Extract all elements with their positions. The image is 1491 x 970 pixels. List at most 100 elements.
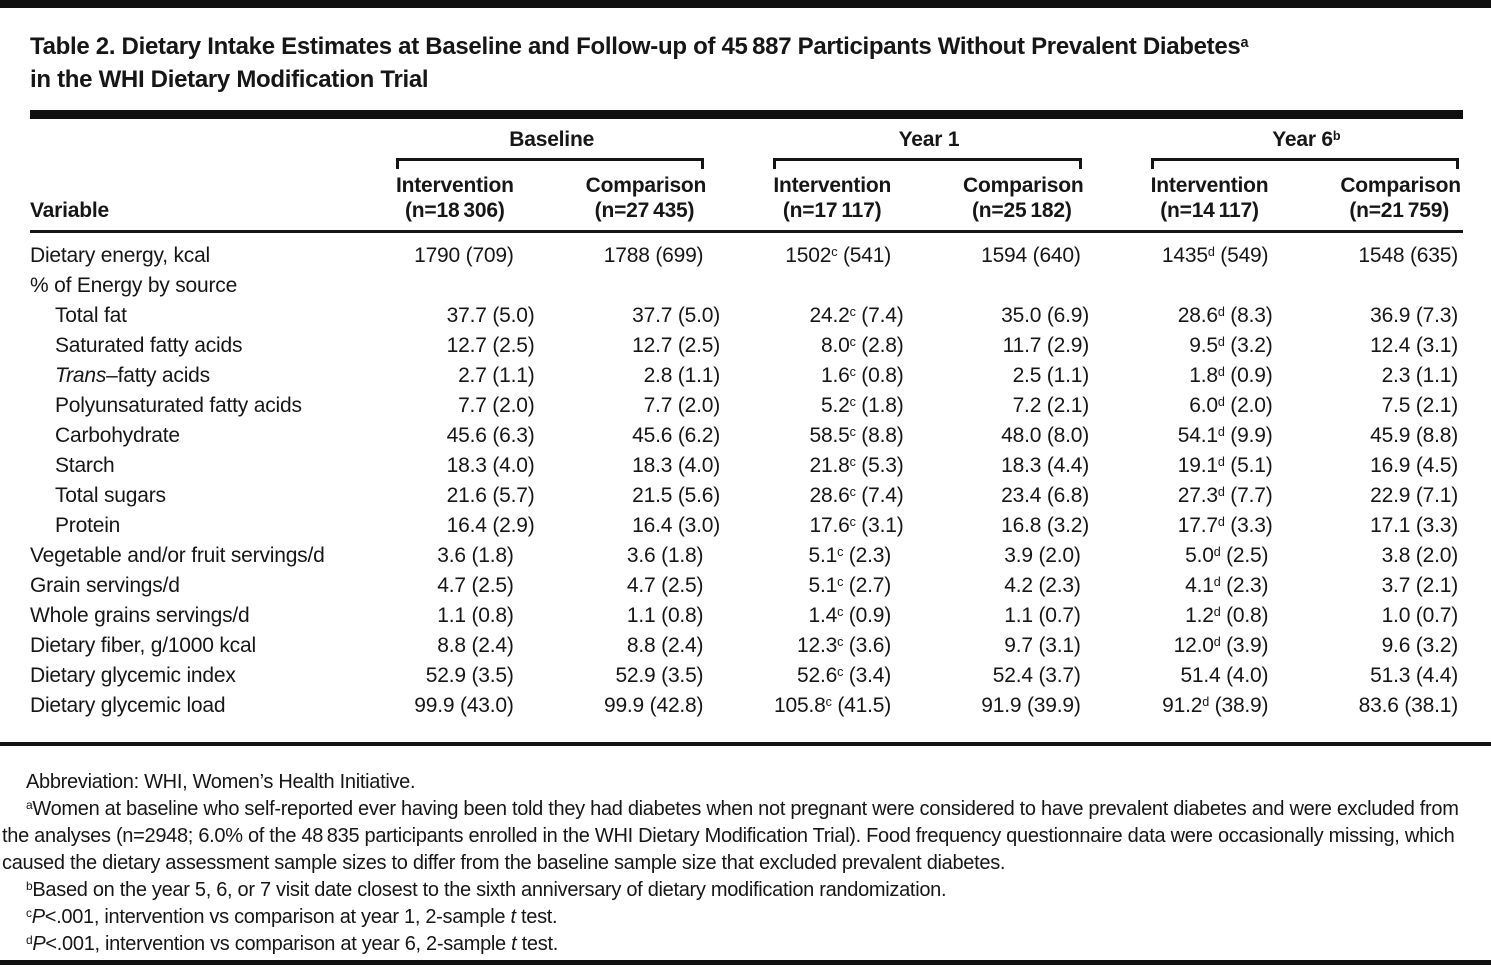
row-group: 27.3d (7.7) 22.9 (7.1) (1159, 481, 1462, 511)
cell-value: 9.7 (3.1) (1004, 634, 1081, 657)
row-label: Protein (55, 514, 121, 537)
table-body: Dietary energy, kcal 1790 (709) 1788 (699)… (30, 241, 1462, 721)
cell-value: 45.6 (6.2) (632, 424, 720, 447)
value-cell: 52.9 (3.5) (552, 661, 708, 691)
row-group: 4.7 (2.5) 4.7 (2.5) (396, 571, 707, 601)
baseline-bracket (396, 158, 705, 169)
row-label: Dietary glycemic load (30, 694, 226, 717)
row-label: Whole grains servings/d (30, 604, 250, 627)
row-group: 28.6d (8.3) 36.9 (7.3) (1159, 301, 1462, 331)
value-cell: 9.6 (3.2) (1306, 631, 1462, 661)
value-cell: 22.9 (7.1) (1311, 481, 1463, 511)
cell-value: 1.0 (0.7) (1381, 604, 1459, 627)
table-row: Saturated fatty acids 12.7 (2.5) 12.7 (2.5… (30, 331, 1462, 361)
col-header-label: Intervention (396, 174, 514, 197)
value-cell: 21.8c (5.3) (790, 451, 942, 481)
variable-column-header: Variable (30, 199, 109, 222)
footnote-rule (0, 742, 1491, 746)
col-header-baseline-intervention: Intervention (n=18 306) (396, 173, 552, 223)
cell-value: 3.9 (2.0) (1004, 544, 1081, 567)
group-title-year6: Year 6b (1272, 128, 1341, 151)
footnote: Abbreviation: WHI, Women’s Health Initia… (26, 771, 416, 793)
spacer (30, 127, 388, 153)
cell-value: 12.3c (3.6) (796, 634, 891, 657)
cell-value: 12.7 (2.5) (446, 334, 535, 357)
cell-value: 1594 (640) (981, 244, 1081, 267)
col-header-label: Intervention (1150, 174, 1269, 197)
row-group (773, 271, 1084, 301)
row-group: 3.6 (1.8) 3.6 (1.8) (396, 541, 707, 571)
value-cell: 54.1d (9.9) (1159, 421, 1311, 451)
cell-value: 24.2c (7.4) (809, 304, 904, 327)
cell-value: 1.2d (0.8) (1185, 604, 1269, 627)
value-cell: 83.6 (38.1) (1306, 691, 1462, 721)
value-cell (929, 271, 1085, 301)
cell-value: 8.0c (2.8) (820, 334, 904, 357)
cell-value: 51.4 (4.0) (1180, 664, 1269, 687)
cell-value: 36.9 (7.3) (1370, 304, 1458, 327)
row-group: 1790 (709) 1788 (699) (396, 241, 707, 271)
footnote: dP<.001, intervention vs comparison at y… (26, 933, 558, 955)
col-header-n: (n=27 435) (594, 199, 695, 222)
footnote-marker: b (26, 879, 33, 893)
cell-value: 5.2c (1.8) (820, 394, 904, 417)
col-header-label: Comparison (585, 174, 707, 197)
row-group: 1.1 (0.8) 1.1 (0.8) (396, 601, 707, 631)
cell-value: 21.5 (5.6) (632, 484, 720, 507)
row-group: 17.7d (3.3) 17.1 (3.3) (1159, 511, 1462, 541)
value-cell: 5.2c (1.8) (790, 391, 942, 421)
table-title-line2: in the WHI Dietary Modification Trial (30, 66, 429, 93)
cell-value: 1502c (541) (785, 244, 891, 267)
cell-value: 52.4 (3.7) (992, 664, 1081, 687)
row-group: 21.6 (5.7) 21.5 (5.6) (421, 481, 724, 511)
cell-value: 1788 (699) (603, 244, 704, 267)
cell-value: 7.7 (2.0) (458, 394, 535, 417)
value-cell: 1.6c (0.8) (790, 361, 942, 391)
value-cell: 16.9 (4.5) (1311, 451, 1463, 481)
table-row: % of Energy by source (30, 271, 1462, 301)
cell-value: 28.6d (8.3) (1177, 304, 1273, 327)
cell-value: 54.1d (9.9) (1177, 424, 1273, 447)
row-group: 1.2d (0.8) 1.0 (0.7) (1151, 601, 1462, 631)
table-row: Dietary energy, kcal 1790 (709) 1788 (699)… (30, 241, 1462, 271)
value-cell: 45.6 (6.2) (573, 421, 725, 451)
row-group: 52.9 (3.5) 52.9 (3.5) (396, 661, 707, 691)
cell-value: 9.6 (3.2) (1381, 634, 1459, 657)
cell-value: 16.9 (4.5) (1370, 454, 1458, 477)
cell-value: 18.3 (4.4) (1001, 454, 1089, 477)
col-header-label: Intervention (773, 174, 892, 197)
row-group: 16.4 (2.9) 16.4 (3.0) (421, 511, 724, 541)
row-group: 8.8 (2.4) 8.8 (2.4) (396, 631, 707, 661)
row-group (1151, 271, 1462, 301)
value-cell: 36.9 (7.3) (1311, 301, 1463, 331)
value-cell: 58.5c (8.8) (790, 421, 942, 451)
year6-bracket (1150, 158, 1459, 169)
cell-value: 16.4 (2.9) (446, 514, 535, 537)
value-cell: 3.7 (2.1) (1306, 571, 1462, 601)
row-label: Total fat (55, 304, 127, 327)
value-cell: 2.7 (1.1) (421, 361, 573, 391)
cell-value: 4.2 (2.3) (1004, 574, 1081, 597)
cell-value: 18.3 (4.0) (446, 454, 535, 477)
value-cell: 2.8 (1.1) (573, 361, 725, 391)
row-group: 12.3c (3.6) 9.7 (3.1) (773, 631, 1084, 661)
cell-value: 27.3d (7.7) (1177, 484, 1273, 507)
col-header-n: (n=21 759) (1349, 199, 1449, 222)
cell-value: 4.1d (2.3) (1185, 574, 1269, 597)
value-cell: 51.4 (4.0) (1151, 661, 1307, 691)
table-row: Dietary glycemic index 52.9 (3.5) 52.9 (3.… (30, 661, 1462, 691)
value-cell: 1435d (549) (1151, 241, 1307, 271)
cell-value: 35.0 (6.9) (1001, 304, 1089, 327)
value-cell: 7.7 (2.0) (421, 391, 573, 421)
row-group: 1.6c (0.8) 2.5 (1.1) (790, 361, 1093, 391)
cell-value: 16.8 (3.2) (1001, 514, 1089, 537)
value-cell: 52.6c (3.4) (773, 661, 929, 691)
value-cell: 1594 (640) (929, 241, 1085, 271)
group-title-baseline: Baseline (509, 128, 595, 151)
cell-value: 1.6c (0.8) (820, 364, 904, 387)
cell-value: 17.1 (3.3) (1370, 514, 1458, 537)
value-cell: 4.2 (2.3) (929, 571, 1085, 601)
group-title-year1: Year 1 (898, 128, 960, 151)
bracket-row (30, 158, 1462, 169)
col-header-year6-intervention: Intervention (n=14 117) (1151, 173, 1307, 223)
